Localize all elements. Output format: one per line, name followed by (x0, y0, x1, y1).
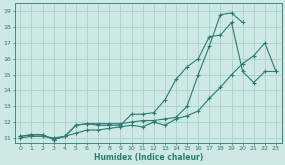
X-axis label: Humidex (Indice chaleur): Humidex (Indice chaleur) (93, 152, 203, 162)
